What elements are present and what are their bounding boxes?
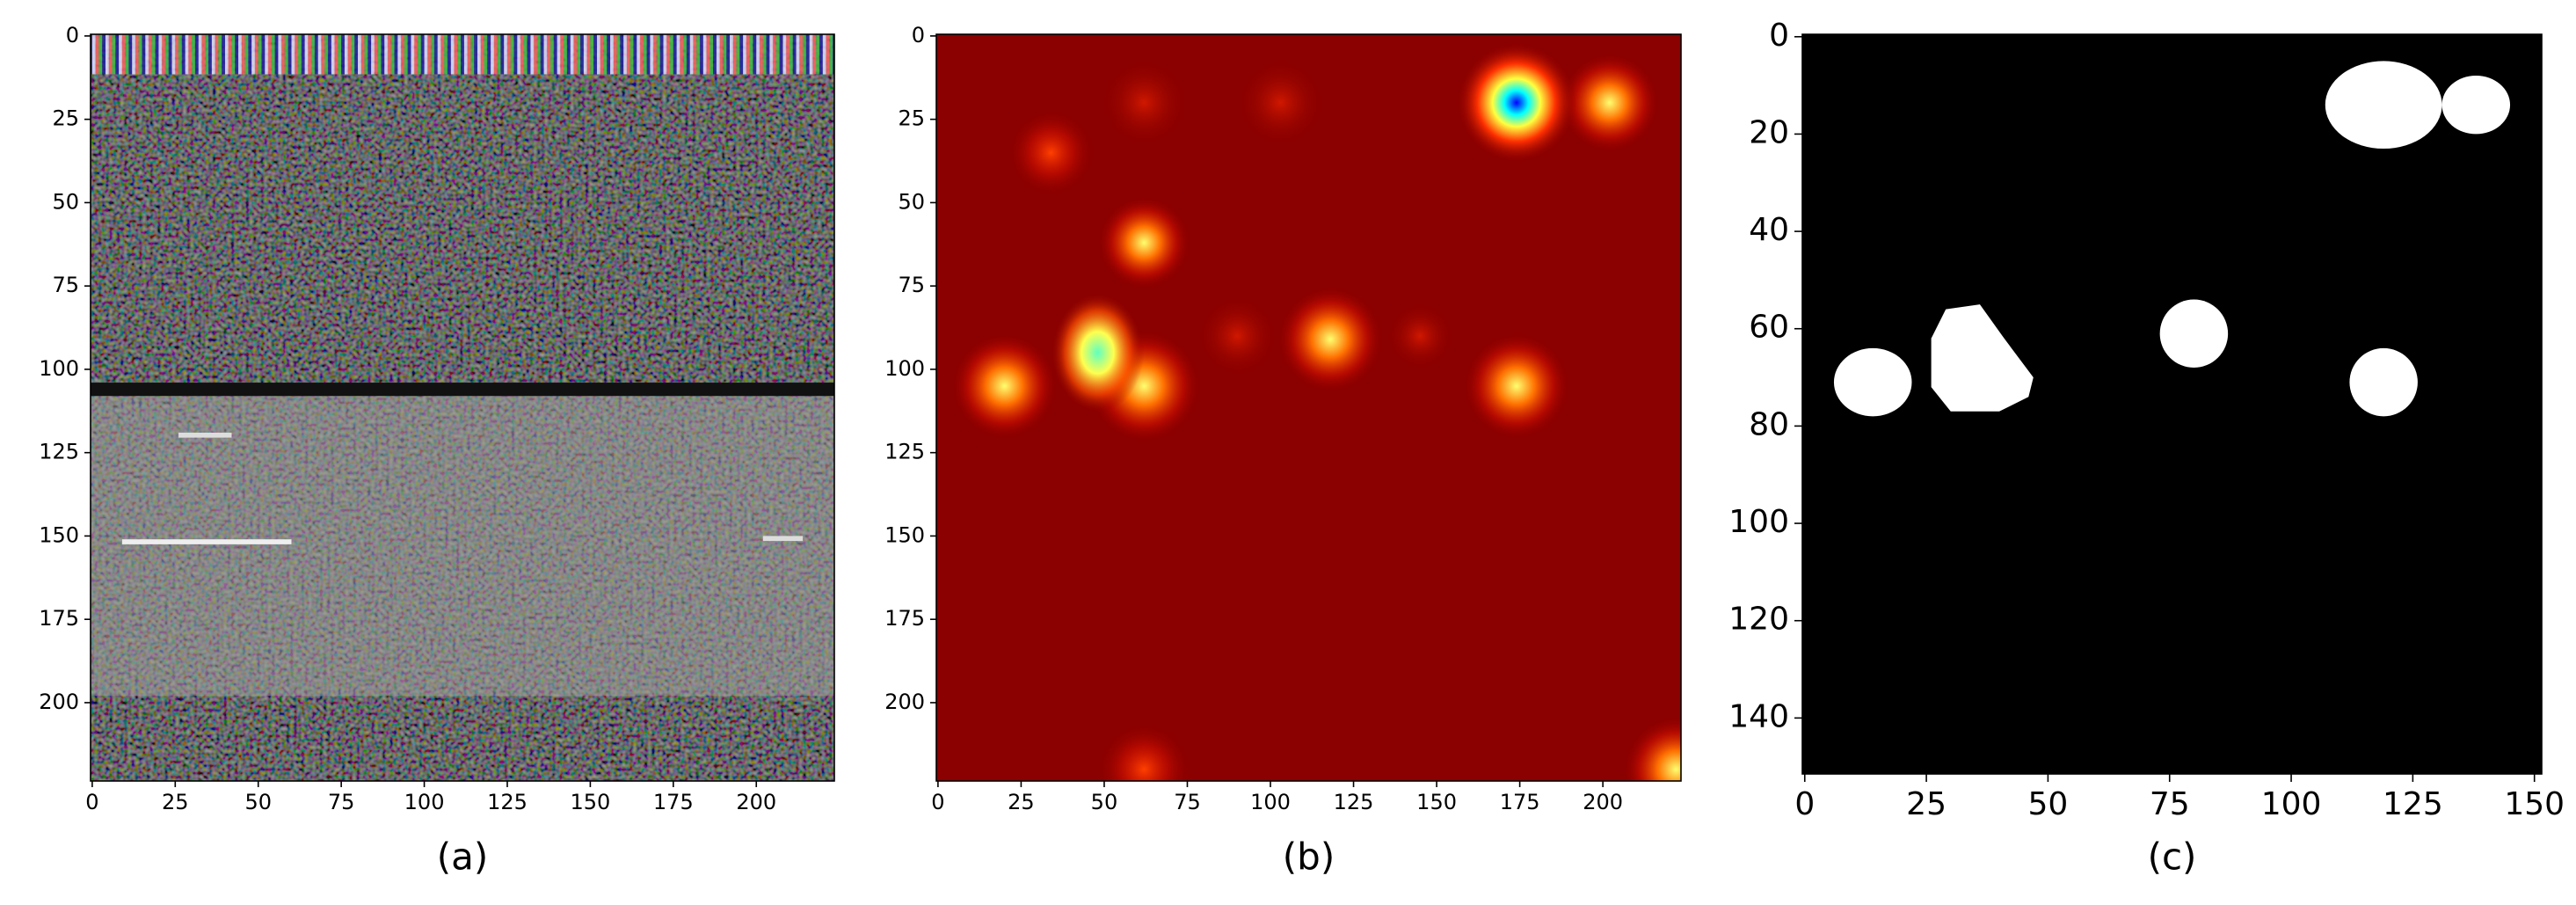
x-tick-label: 25 — [1906, 786, 1947, 822]
y-tick-label: 200 — [884, 690, 925, 714]
x-tick-label: 175 — [1500, 790, 1540, 814]
x-tick-label: 150 — [2504, 786, 2565, 822]
y-tick-label: 0 — [912, 23, 925, 47]
y-tick-label: 100 — [39, 356, 79, 381]
x-tick-label: 50 — [2028, 786, 2069, 822]
y-tick-label: 25 — [898, 106, 925, 131]
y-tick-label: 0 — [66, 23, 79, 47]
image-c — [1802, 34, 2542, 774]
y-tick-label: 200 — [39, 690, 79, 714]
y-tick-label: 0 — [1769, 18, 1789, 54]
y-tick-label: 75 — [52, 273, 79, 297]
caption: (a) — [437, 836, 489, 879]
y-tick-label: 20 — [1749, 114, 1789, 150]
y-tick-label: 125 — [884, 440, 925, 464]
x-tick-label: 25 — [162, 790, 189, 814]
y-tick-label: 75 — [898, 273, 925, 297]
x-tick-label: 0 — [85, 790, 98, 814]
x-tick-label: 175 — [653, 790, 694, 814]
caption: (b) — [1283, 836, 1335, 879]
y-tick-label: 120 — [1728, 602, 1789, 638]
y-tick-label: 150 — [884, 522, 925, 547]
x-tick-label: 75 — [328, 790, 355, 814]
x-tick-label: 200 — [1583, 790, 1623, 814]
x-tick-label: 100 — [1250, 790, 1291, 814]
image-a — [91, 34, 834, 781]
y-tick-label: 50 — [52, 189, 79, 214]
x-tick-label: 0 — [1794, 786, 1815, 822]
x-tick-label: 100 — [2261, 786, 2322, 822]
y-tick-label: 40 — [1749, 212, 1789, 248]
y-tick-label: 100 — [884, 356, 925, 381]
x-tick-label: 25 — [1008, 790, 1035, 814]
x-tick-label: 100 — [404, 790, 445, 814]
y-tick-label: 100 — [1728, 504, 1789, 540]
x-tick-label: 200 — [736, 790, 776, 814]
axes-frame — [90, 33, 835, 782]
y-tick-label: 140 — [1728, 698, 1789, 734]
y-tick-label: 175 — [39, 606, 79, 631]
y-tick-label: 80 — [1749, 406, 1789, 442]
x-tick-label: 50 — [1091, 790, 1118, 814]
y-tick-label: 25 — [52, 106, 79, 131]
x-tick-label: 150 — [1416, 790, 1457, 814]
axes-frame — [1801, 33, 2543, 775]
x-tick-label: 75 — [2150, 786, 2190, 822]
x-tick-label: 125 — [2383, 786, 2443, 822]
x-tick-label: 150 — [571, 790, 611, 814]
x-tick-label: 75 — [1174, 790, 1201, 814]
y-tick-label: 50 — [898, 189, 925, 214]
axes-frame — [935, 33, 1682, 782]
y-tick-label: 125 — [39, 440, 79, 464]
y-tick-label: 150 — [39, 522, 79, 547]
y-tick-label: 175 — [884, 606, 925, 631]
x-tick-label: 0 — [931, 790, 944, 814]
image-b — [936, 34, 1681, 781]
x-tick-label: 50 — [244, 790, 272, 814]
y-tick-label: 60 — [1749, 310, 1789, 346]
x-tick-label: 125 — [1334, 790, 1374, 814]
x-tick-label: 125 — [487, 790, 528, 814]
caption: (c) — [2148, 836, 2197, 879]
